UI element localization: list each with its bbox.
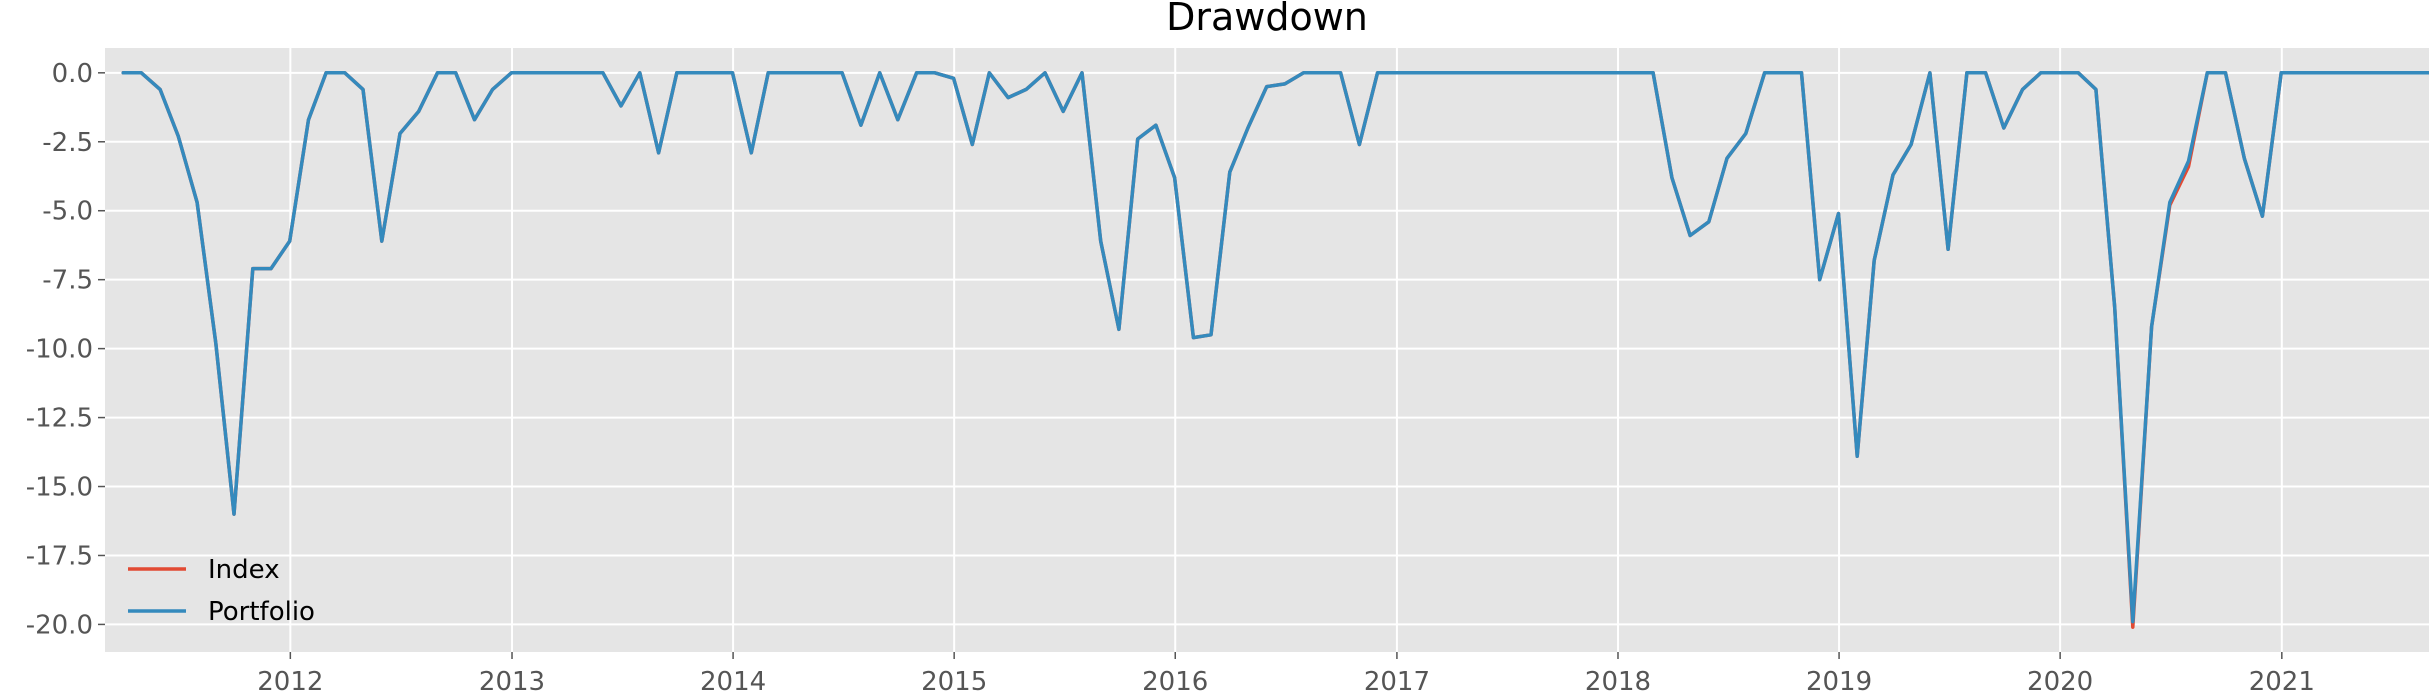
legend: Index Portfolio <box>128 555 315 627</box>
x-tick-label: 2012 <box>257 667 323 697</box>
y-tick-label: 0.0 <box>52 59 93 89</box>
x-tick-label: 2018 <box>1585 667 1651 697</box>
legend-label-index: Index <box>208 555 280 585</box>
y-tick-label: -7.5 <box>42 266 93 296</box>
x-tick-label: 2020 <box>2027 667 2093 697</box>
y-tick-label: -2.5 <box>42 128 93 158</box>
y-tick-label: -15.0 <box>26 473 93 503</box>
x-tick-label: 2014 <box>700 667 766 697</box>
y-tick-label: -5.0 <box>42 197 93 227</box>
y-gridlines <box>105 71 2429 626</box>
series-line-portfolio <box>121 71 2429 624</box>
y-tick-label: -12.5 <box>26 404 93 434</box>
y-tick-label: -17.5 <box>26 541 93 571</box>
x-tick-label: 2021 <box>2249 667 2315 697</box>
plot-background <box>105 48 2429 652</box>
legend-label-portfolio: Portfolio <box>208 597 315 627</box>
x-gridlines <box>289 48 2283 652</box>
y-axis: 0.0 -2.5 -5.0 -7.5 -10.0 -12.5 -15.0 -17.5 -20.0 <box>26 59 105 640</box>
y-tick-label: -10.0 <box>26 335 93 365</box>
x-tick-label: 2017 <box>1364 667 1430 697</box>
series-layer <box>121 71 2429 629</box>
chart-title: Drawdown <box>1166 0 1368 39</box>
x-tick-label: 2016 <box>1142 667 1208 697</box>
x-axis: 2012 2013 2014 2015 2016 2017 2018 2019 2020 2021 <box>257 652 2315 697</box>
x-tick-label: 2019 <box>1806 667 1872 697</box>
y-tick-label: -20.0 <box>26 610 93 640</box>
x-tick-label: 2013 <box>479 667 545 697</box>
x-tick-label: 2015 <box>921 667 987 697</box>
